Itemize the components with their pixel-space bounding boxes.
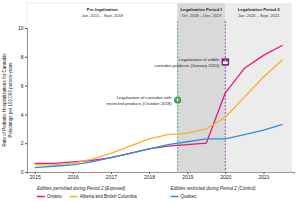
legend-group-title: Edibles restricted during Period 2 (Cont… bbox=[171, 186, 257, 191]
y-tick-label: 2 bbox=[21, 140, 24, 146]
x-tick-label: 2018 bbox=[144, 174, 155, 180]
period-band bbox=[178, 3, 226, 172]
x-tick: 2019 bbox=[182, 172, 193, 180]
y-tick-mark bbox=[25, 114, 27, 115]
x-tick: 2021 bbox=[258, 172, 269, 180]
period-band bbox=[27, 3, 178, 172]
legend-swatch bbox=[37, 196, 45, 198]
annotation-text: cannabis products (January 2020) bbox=[154, 63, 220, 68]
y-axis-title: Poisonings per 100,000 person-years bbox=[8, 62, 13, 138]
period-title: Legalization Period 2 bbox=[238, 7, 281, 12]
y-tick-mark bbox=[25, 143, 27, 144]
x-axis: 2015 2016 2017 2018 2019 2020 2021 bbox=[28, 172, 295, 180]
legend-label: Alberta and British Columbia bbox=[80, 194, 138, 199]
y-tick-label: 0 bbox=[21, 169, 24, 175]
x-tick-label: 2021 bbox=[258, 174, 269, 180]
y-tick-label: 8 bbox=[21, 54, 24, 60]
series-line bbox=[35, 45, 283, 163]
annotation-text: Legalization of cannabis with bbox=[117, 95, 173, 100]
annotation-line bbox=[225, 21, 226, 172]
legend-swatch bbox=[70, 196, 78, 198]
y-axis-line bbox=[25, 29, 28, 173]
x-tick: 2015 bbox=[30, 172, 41, 180]
x-tick: 2017 bbox=[106, 172, 117, 180]
annotation-icon-cake bbox=[223, 61, 228, 64]
annotation-icon bbox=[222, 58, 230, 66]
y-axis-title: Rate of Pediatric Hospitalizations for C… bbox=[2, 53, 7, 147]
y-tick-label: 4 bbox=[21, 112, 24, 118]
y-tick-mark bbox=[25, 28, 27, 29]
annotation-icon bbox=[174, 96, 181, 103]
x-tick-label: 2020 bbox=[220, 174, 231, 180]
legend-label: Ontario bbox=[47, 194, 62, 199]
y-tick-mark bbox=[25, 57, 27, 58]
y-tick: 6 bbox=[21, 83, 27, 89]
annotation-icon-leaf bbox=[175, 98, 179, 103]
chart: Pre-legalizationJan. 2015 – Sept. 2018 Le… bbox=[0, 0, 300, 202]
y-tick: 4 bbox=[21, 112, 27, 118]
y-tick: 0 bbox=[21, 169, 27, 175]
annotations: Legalization of cannabis withrestricted … bbox=[106, 57, 229, 106]
period-bands: Pre-legalizationJan. 2015 – Sept. 2018 Le… bbox=[27, 3, 292, 172]
y-tick-label: 10 bbox=[18, 25, 24, 31]
legend-group-title: Edibles permitted during Period 2 (Expos… bbox=[37, 186, 126, 191]
annotation-text: Legalization of edible bbox=[179, 57, 220, 62]
y-tick: 2 bbox=[21, 140, 27, 146]
y-tick-mark bbox=[25, 86, 27, 87]
series-line bbox=[35, 124, 283, 167]
series-line bbox=[35, 60, 283, 165]
legend: Edibles permitted during Period 2 (Expos… bbox=[37, 186, 256, 200]
x-tick: 2018 bbox=[144, 172, 155, 180]
legend-label: Quebec bbox=[181, 194, 198, 199]
x-tick: 2016 bbox=[68, 172, 79, 180]
x-tick-label: 2015 bbox=[30, 174, 41, 180]
period-dates: Jan. 2015 – Sept. 2018 bbox=[82, 13, 124, 18]
y-tick-mark bbox=[25, 172, 27, 173]
legend-swatch bbox=[171, 196, 179, 198]
annotation-lines bbox=[178, 21, 226, 172]
x-tick-label: 2016 bbox=[68, 174, 79, 180]
x-tick-label: 2017 bbox=[106, 174, 117, 180]
series-lines bbox=[35, 45, 283, 167]
annotation-icon-candle bbox=[225, 59, 226, 61]
period-dates: Jan. 2020 – Sept. 2021 bbox=[238, 13, 280, 18]
period-dates: Oct. 2018 – Dec. 2019 bbox=[181, 13, 222, 18]
y-tick: 10 bbox=[18, 25, 27, 31]
annotation-text: restricted products (October 2018) bbox=[106, 101, 172, 106]
x-tick-label: 2019 bbox=[182, 174, 193, 180]
y-axis: 0 2 4 6 8 10 bbox=[18, 25, 28, 175]
y-tick-label: 6 bbox=[21, 83, 24, 89]
period-band bbox=[225, 3, 292, 172]
period-title: Legalization Period 1 bbox=[181, 7, 224, 12]
y-tick: 8 bbox=[21, 54, 27, 60]
period-title: Pre-legalization bbox=[87, 7, 118, 12]
x-tick: 2020 bbox=[220, 172, 231, 180]
